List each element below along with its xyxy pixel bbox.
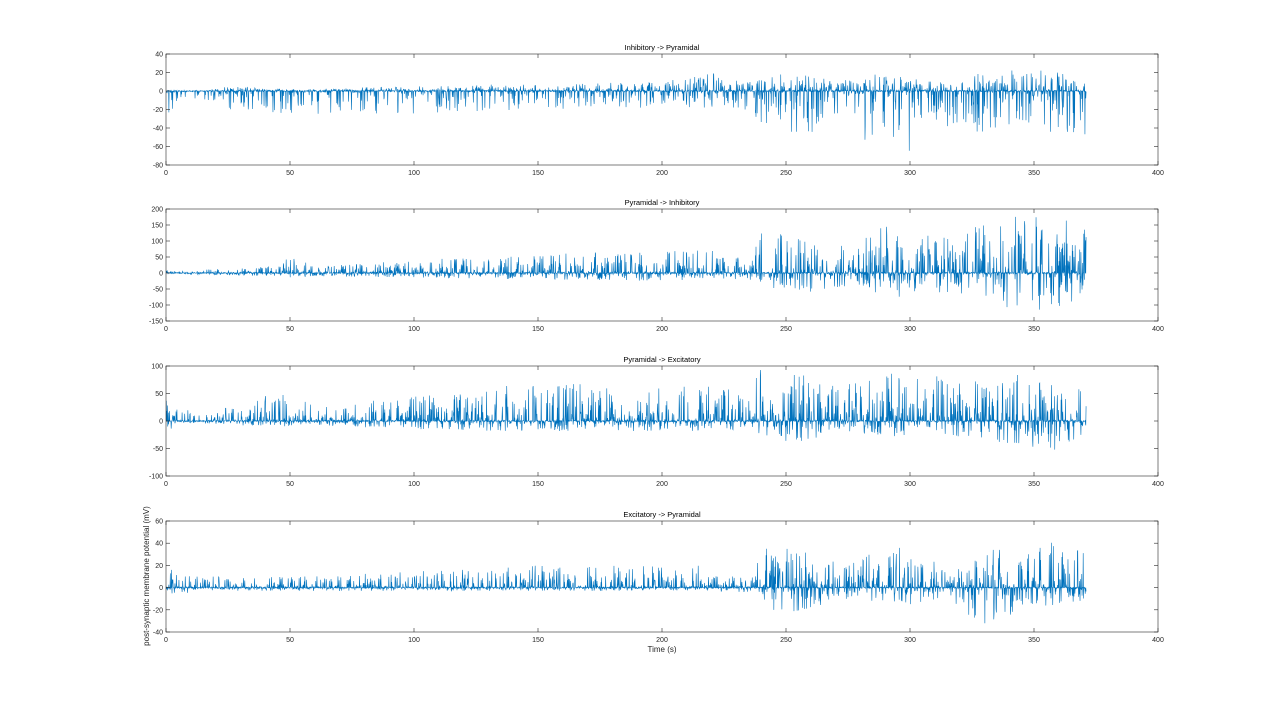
subplot-title: Pyramidal -> Excitatory <box>623 355 701 364</box>
x-tick-label: 300 <box>904 170 916 177</box>
x-axis-label: Time (s) <box>647 645 676 654</box>
y-tick-label: -150 <box>149 319 163 326</box>
y-tick-label: -60 <box>153 144 163 151</box>
y-tick-label: -40 <box>153 630 163 637</box>
x-tick-label: 100 <box>408 637 420 644</box>
y-tick-label: 100 <box>151 239 163 246</box>
x-tick-label: 200 <box>656 637 668 644</box>
series-line <box>166 216 1087 310</box>
x-tick-label: 100 <box>408 481 420 488</box>
y-tick-label: 200 <box>151 207 163 214</box>
y-tick-label: 20 <box>155 70 163 77</box>
x-tick-label: 250 <box>780 170 792 177</box>
x-tick-label: 300 <box>904 326 916 333</box>
y-tick-label: 40 <box>155 52 163 59</box>
x-tick-label: 200 <box>656 170 668 177</box>
subplot-1: 0 50 100 150 200 250 300 350 400 -80 -60 -40 -20 0 20 4… <box>153 43 1164 177</box>
subplot-3: 0 50 100 150 200 250 300 350 400 -100 -50 0 50 100 Pyr… <box>149 355 1164 488</box>
x-tick-label: 50 <box>286 481 294 488</box>
y-tick-label: -80 <box>153 163 163 170</box>
x-tick-label: 150 <box>532 637 544 644</box>
y-tick-label: -100 <box>149 474 163 481</box>
x-tick-label: 50 <box>286 326 294 333</box>
x-tick-label: 250 <box>780 637 792 644</box>
y-tick-label: 100 <box>151 364 163 371</box>
y-tick-label: -20 <box>153 607 163 614</box>
y-tick-label: 50 <box>155 255 163 262</box>
x-tick-label: 0 <box>164 170 168 177</box>
subplot-4: 0 50 100 150 200 250 300 350 400 -40 -20 0 20 40 60 Exc… <box>153 510 1164 644</box>
x-tick-label: 350 <box>1028 637 1040 644</box>
x-tick-label: 0 <box>164 637 168 644</box>
subplot-panels: 0 50 100 150 200 250 300 350 400-80-60-40-200204… <box>149 43 1164 644</box>
x-tick-label: 0 <box>164 481 168 488</box>
y-tick-label: -50 <box>153 446 163 453</box>
x-tick-label: 400 <box>1152 170 1164 177</box>
x-tick-label: 300 <box>904 481 916 488</box>
y-tick-label: -50 <box>153 287 163 294</box>
x-tick-label: 0 <box>164 326 168 333</box>
x-tick-label: 150 <box>532 326 544 333</box>
subplot-title: Excitatory -> Pyramidal <box>623 510 701 519</box>
x-tick-label: 50 <box>286 170 294 177</box>
y-tick-label: 20 <box>155 563 163 570</box>
y-tick-label: 150 <box>151 223 163 230</box>
y-tick-label: 40 <box>155 541 163 548</box>
x-tick-label: 250 <box>780 481 792 488</box>
x-tick-label: 350 <box>1028 170 1040 177</box>
series-line <box>166 542 1087 624</box>
y-tick-label: 50 <box>155 391 163 398</box>
series-line <box>166 370 1087 450</box>
subplot-2: 0 50 100 150 200 250 300 350 400 -150 -100 -50 0 50 10… <box>149 198 1164 333</box>
subplot-title: Pyramidal -> Inhibitory <box>625 198 700 207</box>
x-tick-label: 350 <box>1028 481 1040 488</box>
x-tick-label: 100 <box>408 170 420 177</box>
y-tick-label: 0 <box>159 89 163 96</box>
y-tick-label: -40 <box>153 126 163 133</box>
x-tick-label: 250 <box>780 326 792 333</box>
y-tick-label: 60 <box>155 519 163 526</box>
x-tick-label: 400 <box>1152 326 1164 333</box>
x-tick-label: 350 <box>1028 326 1040 333</box>
y-tick-label: -20 <box>153 107 163 114</box>
x-tick-label: 150 <box>532 481 544 488</box>
y-tick-label: 0 <box>159 585 163 592</box>
y-axis-label: post-synaptic membrane potential (mV) <box>142 506 151 646</box>
x-tick-label: 150 <box>532 170 544 177</box>
x-tick-label: 200 <box>656 326 668 333</box>
x-tick-label: 200 <box>656 481 668 488</box>
y-tick-label: 0 <box>159 271 163 278</box>
y-tick-label: 0 <box>159 419 163 426</box>
x-tick-label: 300 <box>904 637 916 644</box>
x-tick-label: 400 <box>1152 481 1164 488</box>
x-tick-label: 100 <box>408 326 420 333</box>
series-line <box>166 70 1087 151</box>
subplot-title: Inhibitory -> Pyramidal <box>625 43 700 52</box>
y-tick-label: -100 <box>149 303 163 310</box>
x-tick-label: 400 <box>1152 637 1164 644</box>
x-tick-label: 50 <box>286 637 294 644</box>
